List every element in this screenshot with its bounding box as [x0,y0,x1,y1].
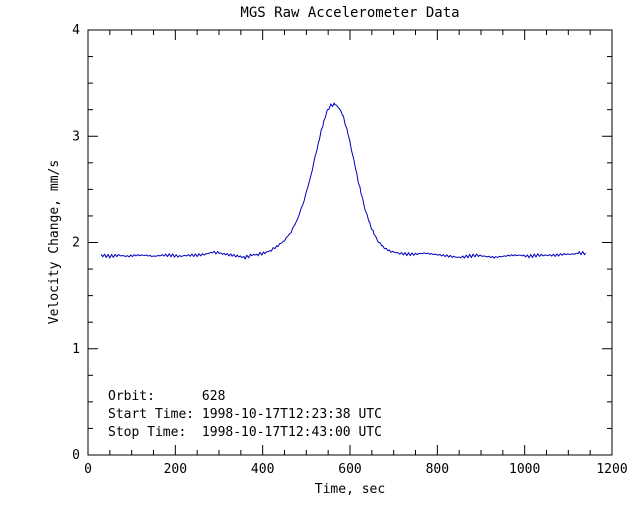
annotation-stop-time: Stop Time: 1998-10-17T12:43:00 UTC [108,425,382,440]
x-tick-label: 800 [426,462,449,477]
y-tick-label: 1 [72,342,80,357]
plot-layer: 0 200 400 600 800 1000 1200 0 1 2 3 4 [72,23,627,477]
y-tick-label: 0 [72,448,80,463]
y-tick-label: 3 [72,129,80,144]
x-tick-label: 1000 [509,462,540,477]
annotation-start-time: Start Time: 1998-10-17T12:23:38 UTC [108,407,382,422]
annotation-orbit: Orbit: 628 [108,389,225,404]
y-tick-label: 2 [72,236,80,251]
x-tick-label: 600 [338,462,361,477]
x-tick-label: 0 [84,462,92,477]
x-tick-label: 1200 [596,462,627,477]
y-axis-label: Velocity Change, mm/s [47,160,62,324]
velocity-change-line [100,102,587,260]
x-tick-label: 400 [251,462,274,477]
x-tick-label: 200 [164,462,187,477]
y-tick-label: 4 [72,23,80,38]
x-axis-label: Time, sec [315,482,385,497]
chart-title: MGS Raw Accelerometer Data [240,5,459,21]
